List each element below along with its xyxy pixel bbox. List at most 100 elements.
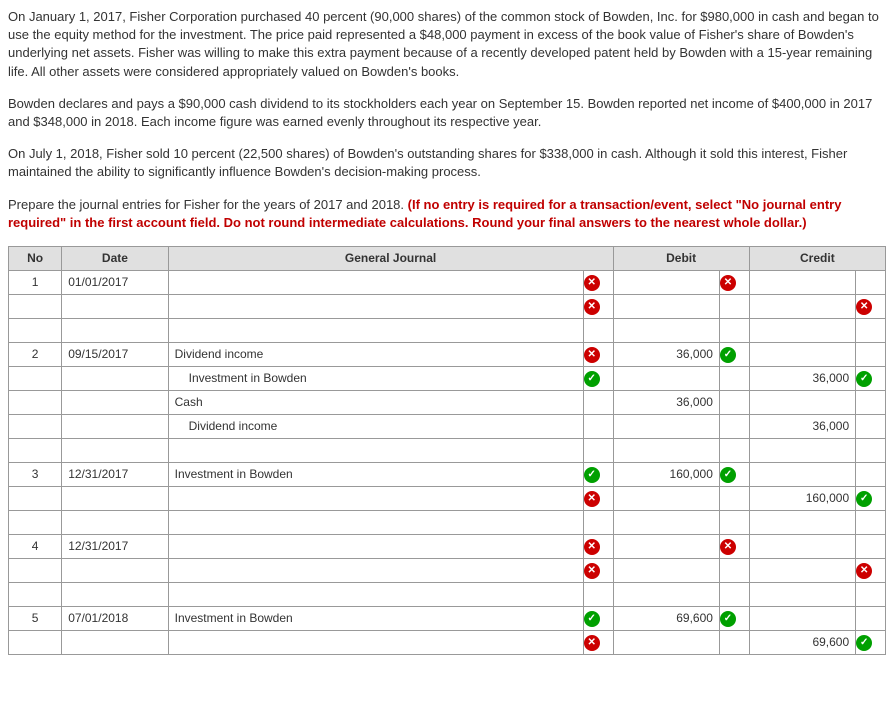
cell-debit[interactable] [613,630,719,654]
wrong-icon: ✕ [584,491,600,507]
cell-credit[interactable] [749,342,855,366]
table-row: Cash 36,000 [9,390,886,414]
correct-icon: ✓ [856,491,872,507]
cell-no: 1 [9,270,62,294]
header-credit: Credit [749,246,885,270]
cell-debit[interactable]: 160,000 [613,462,719,486]
wrong-icon: ✕ [856,563,872,579]
table-row: Dividend income 36,000 [9,414,886,438]
cell-credit-mark: ✕ [856,558,886,582]
cell-debit-mark: ✓ [719,606,749,630]
cell-no [9,366,62,390]
cell-debit-mark: ✓ [719,462,749,486]
cell-account[interactable]: Cash [168,390,583,414]
cell-gj-mark: ✕ [583,534,613,558]
table-header-row: No Date General Journal Debit Credit [9,246,886,270]
cell-credit[interactable] [749,534,855,558]
correct-icon: ✓ [720,611,736,627]
cell-gj-mark: ✓ [583,606,613,630]
cell-debit-mark [719,558,749,582]
cell-credit[interactable]: 36,000 [749,366,855,390]
table-row: 412/31/2017 ✕ ✕ [9,534,886,558]
wrong-icon: ✕ [584,563,600,579]
cell-credit[interactable]: 160,000 [749,486,855,510]
wrong-icon: ✕ [584,275,600,291]
cell-account[interactable] [168,534,583,558]
table-row: Investment in Bowden✓36,000✓ [9,366,886,390]
correct-icon: ✓ [720,347,736,363]
correct-icon: ✓ [856,635,872,651]
cell-debit[interactable] [613,486,719,510]
wrong-icon: ✕ [584,347,600,363]
cell-debit[interactable] [613,414,719,438]
cell-account[interactable]: Dividend income [168,342,583,366]
cell-no: 2 [9,342,62,366]
cell-account[interactable] [168,294,583,318]
cell-debit[interactable]: 36,000 [613,390,719,414]
cell-credit-mark: ✕ [856,294,886,318]
correct-icon: ✓ [856,371,872,387]
cell-gj-mark: ✕ [583,342,613,366]
cell-date [62,486,168,510]
correct-icon: ✓ [584,611,600,627]
cell-credit-mark [856,606,886,630]
cell-account[interactable]: Dividend income [168,414,583,438]
table-row: 312/31/2017Investment in Bowden✓160,000✓ [9,462,886,486]
cell-credit-mark [856,390,886,414]
table-row: 101/01/2017✕✕ [9,270,886,294]
cell-account[interactable] [168,270,583,294]
cell-debit[interactable] [613,294,719,318]
cell-credit[interactable] [749,270,855,294]
cell-debit[interactable]: 69,600 [613,606,719,630]
cell-debit[interactable] [613,366,719,390]
cell-credit[interactable] [749,558,855,582]
cell-account[interactable]: Investment in Bowden [168,462,583,486]
cell-account[interactable]: Investment in Bowden [168,366,583,390]
cell-credit-mark [856,462,886,486]
cell-gj-mark: ✕ [583,270,613,294]
cell-debit[interactable] [613,534,719,558]
correct-icon: ✓ [720,467,736,483]
cell-gj-mark: ✓ [583,366,613,390]
cell-debit[interactable]: 36,000 [613,342,719,366]
cell-credit-mark [856,342,886,366]
table-row: ✕ 160,000✓ [9,486,886,510]
table-row [9,318,886,342]
cell-credit-mark [856,534,886,558]
wrong-icon: ✕ [584,635,600,651]
header-general-journal: General Journal [168,246,613,270]
cell-date: 12/31/2017 [62,534,168,558]
cell-account[interactable] [168,558,583,582]
table-row: ✕✕ [9,558,886,582]
cell-date: 07/01/2018 [62,606,168,630]
cell-account[interactable] [168,630,583,654]
cell-debit-mark [719,414,749,438]
cell-no [9,390,62,414]
cell-debit-mark [719,390,749,414]
cell-debit-mark: ✕ [719,534,749,558]
cell-credit[interactable] [749,390,855,414]
cell-no: 4 [9,534,62,558]
cell-credit[interactable]: 69,600 [749,630,855,654]
cell-date [62,414,168,438]
header-debit: Debit [613,246,749,270]
cell-credit[interactable]: 36,000 [749,414,855,438]
cell-debit[interactable] [613,270,719,294]
header-no: No [9,246,62,270]
cell-gj-mark: ✕ [583,486,613,510]
cell-account[interactable]: Investment in Bowden [168,606,583,630]
cell-credit-mark: ✓ [856,486,886,510]
cell-date [62,294,168,318]
correct-icon: ✓ [584,371,600,387]
cell-no [9,630,62,654]
cell-credit[interactable] [749,606,855,630]
cell-credit[interactable] [749,462,855,486]
wrong-icon: ✕ [584,299,600,315]
cell-debit[interactable] [613,558,719,582]
cell-account[interactable] [168,486,583,510]
cell-credit[interactable] [749,294,855,318]
wrong-icon: ✕ [720,275,736,291]
cell-date [62,390,168,414]
wrong-icon: ✕ [856,299,872,315]
cell-debit-mark [719,486,749,510]
